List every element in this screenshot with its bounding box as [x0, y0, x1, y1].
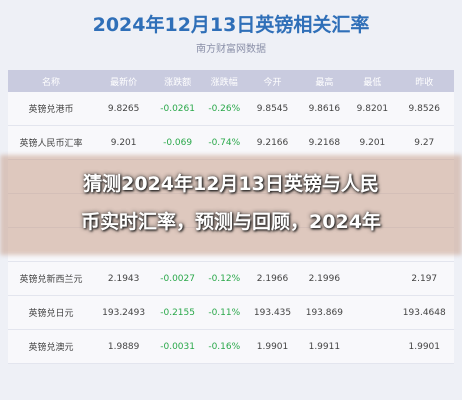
column-header: 最新价 [93, 70, 154, 92]
cell: -0.26% [201, 92, 247, 126]
cell: 英镑兑澳元 [8, 329, 94, 364]
cell: 193.435 [246, 295, 299, 330]
cell: 1.9889 [93, 329, 154, 364]
cell: 9.8201 [350, 92, 395, 126]
cell: -0.069 [153, 125, 202, 160]
cell: -0.0261 [153, 92, 202, 126]
cell: 9.8265 [93, 92, 154, 126]
subtitle: 南方财富网数据 [196, 44, 266, 55]
cell: 9.2166 [246, 125, 299, 160]
cell: 9.2168 [298, 125, 351, 160]
cell: -0.2155 [153, 295, 202, 330]
table-row: 英镑兑港币 9.8265 -0.0261 -0.26% 9.8545 9.8616 9.82… [8, 92, 454, 126]
table-row: 英镑兑新西兰元 2.1943 -0.0027 -0.12% 2.1966 2.1996 2.… [8, 261, 454, 296]
cell: 1.9901 [246, 329, 299, 364]
cell: 英镑兑新西兰元 [8, 261, 94, 296]
cell: 2.1943 [93, 261, 154, 296]
table-row: 英镑兑澳元 1.9889 -0.0031 -0.16% 1.9901 1.9911 1.99… [8, 329, 454, 364]
cell: 9.8616 [298, 92, 351, 126]
cell: -0.74% [201, 125, 247, 160]
column-header: 涨跌幅 [201, 70, 247, 92]
cell: 英镑兑日元 [8, 295, 94, 330]
cell [350, 261, 395, 296]
cell: 2.1996 [298, 261, 351, 296]
column-header: 涨跌额 [153, 70, 202, 92]
column-header: 最高 [298, 70, 351, 92]
cell: 2.1966 [246, 261, 299, 296]
cell: 193.2493 [93, 295, 154, 330]
cell: 193.4648 [394, 295, 454, 330]
title: 2024年12月13日英镑相关汇率 [92, 14, 370, 36]
cell [350, 329, 395, 364]
cell: 193.869 [298, 295, 351, 330]
cell: -0.0031 [153, 329, 202, 364]
column-header: 最低 [350, 70, 395, 92]
column-header: 名称 [8, 70, 94, 92]
overlay-line: 猜测2024年12月13日英镑与人民 [83, 173, 379, 195]
cell: 英镑兑港币 [8, 92, 94, 126]
cell: 9.8526 [394, 92, 454, 126]
cell: 9.8545 [246, 92, 299, 126]
cell: 1.9911 [298, 329, 351, 364]
table-row: 英镑兑日元 193.2493 -0.2155 -0.11% 193.435 193.869… [8, 295, 454, 330]
cell [350, 295, 395, 330]
column-header: 今开 [246, 70, 299, 92]
cell: -0.11% [201, 295, 247, 330]
header-row: 名称 最新价 涨跌额 涨跌幅 今开 最高 最低 昨收 [8, 70, 454, 92]
cell: 9.201 [350, 125, 395, 160]
cell: 2.197 [394, 261, 454, 296]
cell: 1.9901 [394, 329, 454, 364]
cell: -0.0027 [153, 261, 202, 296]
overlay-band [0, 155, 462, 255]
cell: 9.201 [93, 125, 154, 160]
cell: -0.16% [201, 329, 247, 364]
cell: -0.12% [201, 261, 247, 296]
overlay-line: 币实时汇率，预测与回顾，2024年 [81, 211, 381, 233]
column-header: 昨收 [394, 70, 454, 92]
overlay-title: 猜测2024年12月13日英镑与人民 币实时汇率，预测与回顾，2024年 [0, 165, 462, 241]
